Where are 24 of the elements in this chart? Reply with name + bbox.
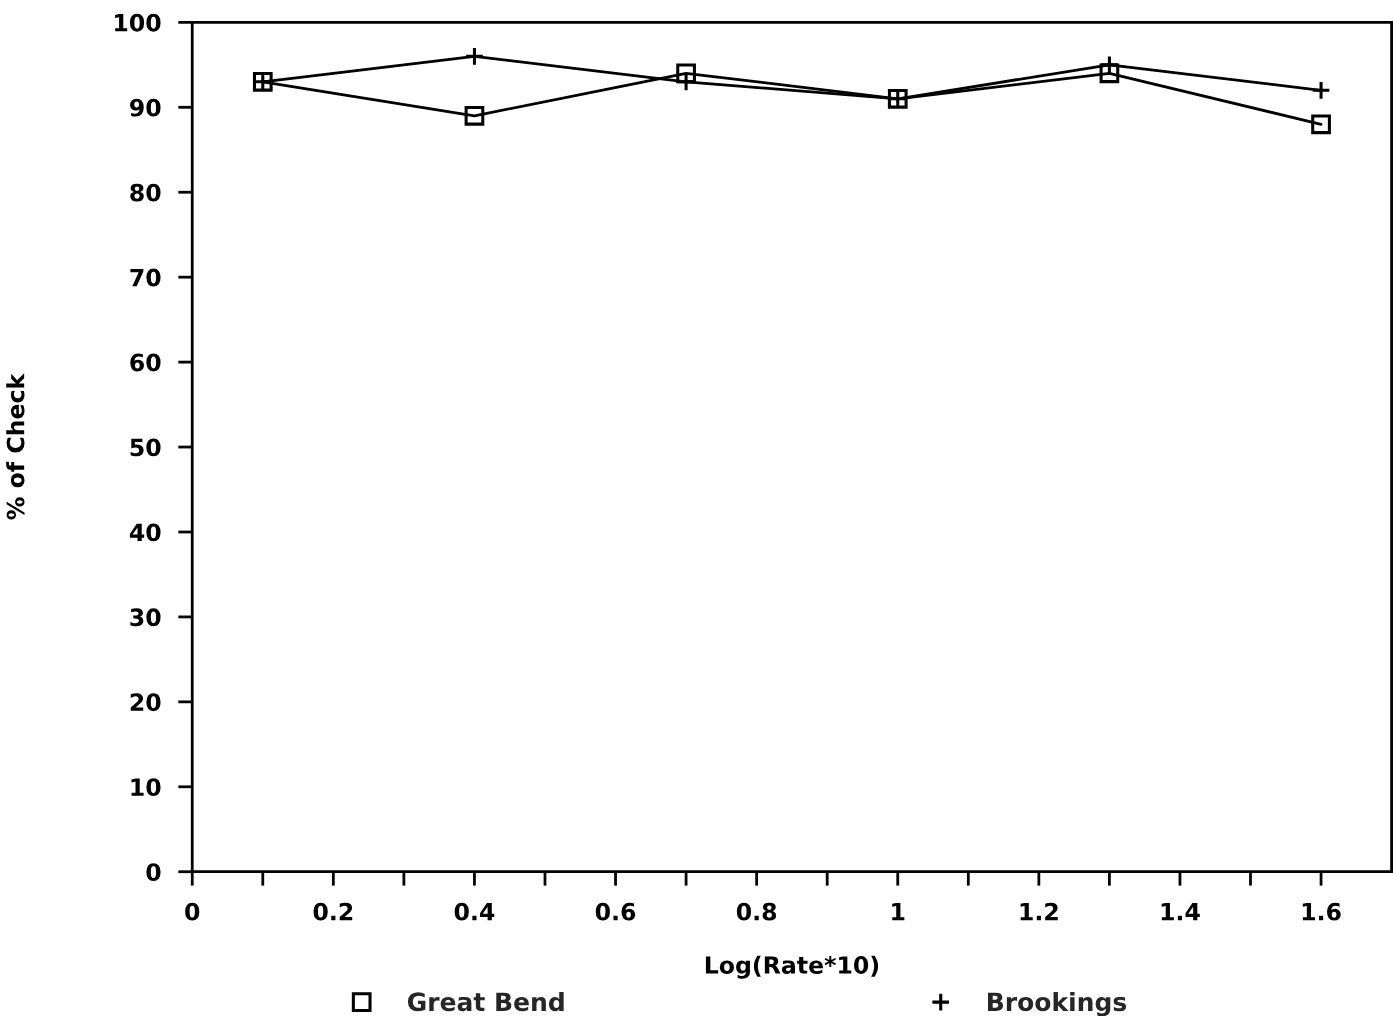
y-tick-label: 80 (130, 183, 161, 202)
y-tick-label: 90 (130, 98, 161, 117)
x-axis-title: Log(Rate*10) (705, 955, 879, 979)
y-tick-label: 20 (130, 693, 161, 712)
y-tick-label: 70 (130, 268, 161, 287)
y-tick-label: 10 (131, 778, 161, 797)
x-tick-label: 0.6 (595, 902, 636, 921)
y-tick-label: 30 (130, 608, 161, 627)
legend-label: Brookings (988, 991, 1127, 1016)
x-tick-label: 1.4 (1161, 903, 1200, 921)
y-tick-label: 60 (130, 353, 161, 372)
y-tick-label: 0 (146, 863, 161, 882)
x-tick-label: 1 (892, 903, 905, 921)
x-tick-label: 0.2 (313, 902, 353, 921)
y-tick-label: 50 (130, 438, 161, 457)
y-tick-label: 100 (115, 13, 161, 32)
x-tick-label: 1.6 (1302, 902, 1341, 921)
legend-label: Great Bend (407, 991, 564, 1012)
x-tick-label: 0.8 (736, 902, 777, 921)
x-tick-label: 0 (185, 902, 200, 921)
x-tick-label: 0.4 (454, 902, 495, 921)
y-tick-label: 40 (129, 523, 161, 542)
y-axis-title: % of Check (6, 373, 25, 520)
x-tick-label: 1.2 (1020, 902, 1058, 921)
